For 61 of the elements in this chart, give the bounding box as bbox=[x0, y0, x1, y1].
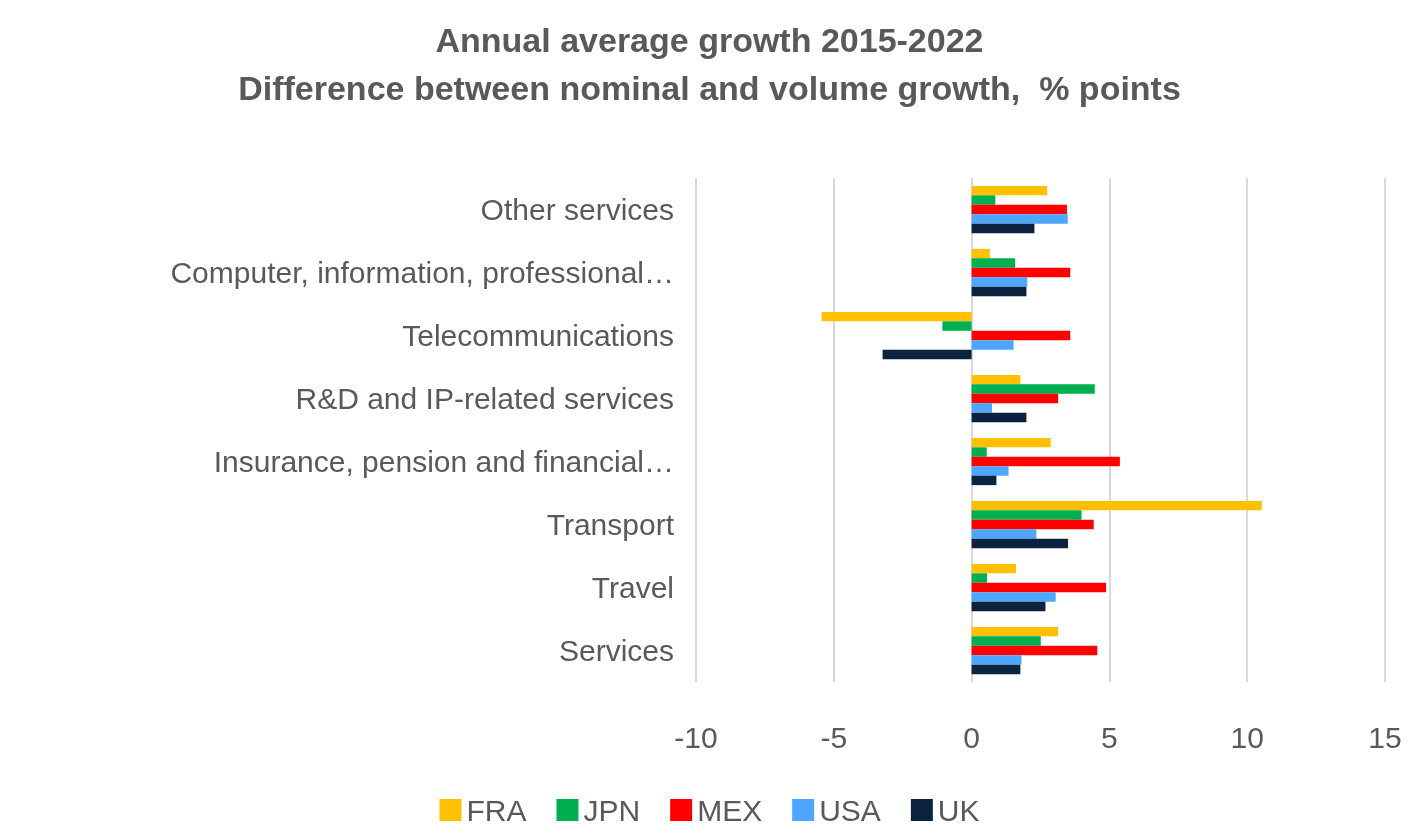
legend-label: USA bbox=[819, 793, 881, 827]
legend-label: FRA bbox=[466, 793, 527, 827]
bar bbox=[971, 573, 988, 583]
bar bbox=[971, 403, 992, 413]
legend-label: JPN bbox=[583, 793, 641, 827]
bar bbox=[971, 393, 1059, 404]
bar bbox=[971, 412, 1027, 423]
bar bbox=[971, 330, 1071, 341]
bar bbox=[971, 645, 1098, 656]
bar bbox=[971, 214, 1068, 224]
bar bbox=[971, 267, 1071, 278]
bar bbox=[971, 277, 1028, 287]
bar bbox=[971, 563, 1016, 574]
chart-subtitle: Difference between nominal and volume growth, % points bbox=[238, 69, 1181, 107]
bar bbox=[821, 311, 972, 322]
x-tick-label: -10 bbox=[674, 720, 718, 754]
bar bbox=[971, 655, 1022, 665]
bar bbox=[971, 592, 1056, 602]
bar bbox=[971, 636, 1041, 646]
legend-label: MEX bbox=[697, 793, 763, 827]
x-tick-label: 10 bbox=[1230, 720, 1264, 754]
y-tick-label: Telecommunications bbox=[402, 319, 674, 352]
bar bbox=[971, 510, 1082, 520]
bar bbox=[971, 248, 990, 259]
bar bbox=[971, 223, 1035, 234]
y-tick-label: Travel bbox=[591, 571, 674, 604]
bar bbox=[942, 321, 972, 331]
bar bbox=[971, 374, 1021, 385]
bar bbox=[971, 204, 1067, 215]
y-tick-label: Other services bbox=[480, 193, 674, 226]
bar bbox=[882, 349, 972, 360]
bar bbox=[971, 500, 1262, 511]
bar bbox=[971, 447, 987, 457]
y-tick-label: Computer, information, professional… bbox=[170, 256, 674, 289]
x-tick-label: 5 bbox=[1101, 720, 1118, 754]
x-tick-label: 0 bbox=[963, 720, 980, 754]
bar bbox=[971, 258, 1016, 268]
bar bbox=[971, 286, 1027, 297]
bar bbox=[971, 437, 1051, 448]
x-tick-label: -5 bbox=[820, 720, 848, 754]
bar bbox=[971, 519, 1094, 530]
bar bbox=[971, 340, 1014, 350]
bar bbox=[971, 626, 1059, 637]
legend-label: UK bbox=[937, 793, 980, 827]
y-tick-label: Services bbox=[558, 634, 674, 667]
bar bbox=[971, 466, 1009, 476]
x-tick-label: 15 bbox=[1368, 720, 1402, 754]
y-tick-label: Insurance, pension and financial… bbox=[213, 445, 674, 478]
bar bbox=[971, 529, 1037, 539]
chart-title: Annual average growth 2015-2022 bbox=[435, 21, 984, 59]
bar bbox=[971, 601, 1046, 612]
bar bbox=[971, 475, 997, 486]
bar bbox=[971, 456, 1120, 467]
bar bbox=[971, 538, 1069, 549]
bar bbox=[971, 384, 1095, 394]
y-tick-label: Transport bbox=[546, 508, 675, 541]
bar bbox=[971, 664, 1021, 675]
y-tick-label: R&D and IP-related services bbox=[295, 382, 674, 415]
bar bbox=[971, 185, 1048, 196]
bar bbox=[971, 582, 1107, 593]
bar bbox=[971, 195, 996, 205]
